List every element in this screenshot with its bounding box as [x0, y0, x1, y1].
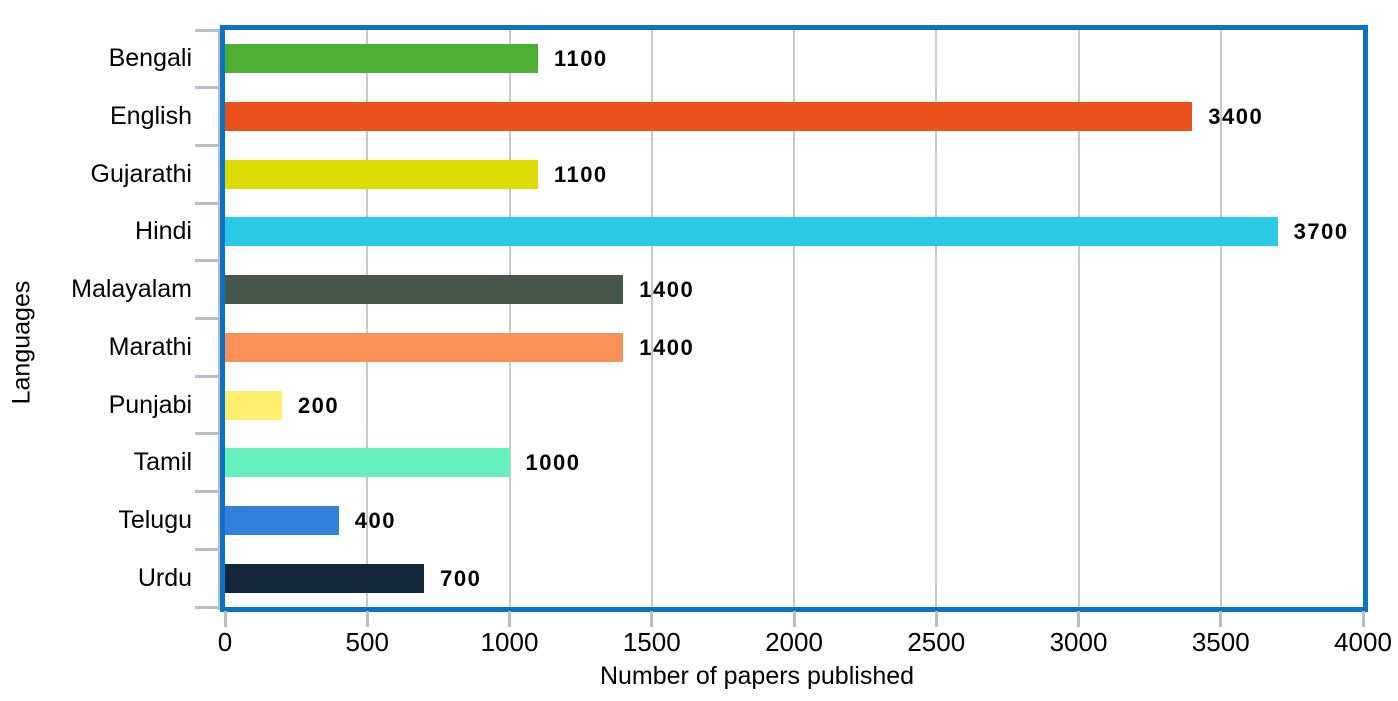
y-tick: [195, 374, 220, 378]
y-tick: [195, 86, 220, 90]
y-tick: [195, 432, 220, 436]
x-tick-3500: [1219, 611, 1223, 627]
x-axis-title: Number of papers published: [599, 662, 915, 690]
bar-punjabi: [225, 390, 282, 420]
gridline-2000: [793, 30, 795, 607]
gridline-3500: [1219, 30, 1222, 607]
gridline-3000: [1077, 30, 1080, 607]
bar-value-label-punjabi: 200: [297, 392, 340, 418]
x-tick-0: [223, 611, 227, 627]
gridline-500: [366, 30, 369, 607]
x-tick-label-2000: 2000: [765, 627, 823, 657]
x-tick-500: [365, 611, 369, 627]
x-tick-label-4000: 4000: [1334, 627, 1392, 657]
category-label-tamil: Tamil: [133, 448, 192, 477]
plot-area: 1100 3400 1100 3700 1400 1400 200 1000 400 700: [220, 25, 1368, 612]
bar-value-label-english: 3400: [1208, 104, 1264, 130]
x-tick-4000: [1361, 611, 1365, 627]
x-tick-label-0: 0: [217, 627, 233, 657]
y-tick: [195, 605, 220, 609]
x-tick-label-1000: 1000: [480, 627, 539, 657]
category-label-gujarathi: Gujarathi: [90, 159, 192, 188]
bar-urdu: [225, 563, 425, 593]
x-tick-label-3500: 3500: [1191, 627, 1250, 657]
x-tick-1500: [650, 611, 654, 627]
bar-value-label-telugu: 400: [354, 507, 397, 533]
bar-value-label-urdu: 700: [440, 565, 482, 591]
bar-value-label-hindi: 3700: [1293, 219, 1349, 245]
bar-tamil: [225, 448, 510, 478]
category-label-hindi: Hindi: [135, 217, 192, 246]
y-tick: [195, 28, 220, 32]
y-tick: [195, 201, 220, 205]
y-tick: [195, 317, 220, 320]
bar-value-label-tamil: 1000: [525, 450, 581, 476]
y-tick: [195, 259, 220, 263]
x-tick-label-2500: 2500: [907, 627, 966, 657]
bar-telugu: [225, 505, 339, 535]
category-label-punjabi: Punjabi: [108, 390, 192, 419]
y-tick: [195, 490, 220, 494]
category-label-marathi: Marathi: [108, 332, 192, 361]
x-tick-1000: [508, 611, 511, 627]
x-tick-2500: [934, 611, 938, 627]
bar-english: [225, 102, 1193, 132]
category-label-urdu: Urdu: [137, 563, 192, 592]
y-tick: [195, 547, 220, 551]
bar-marathi: [225, 332, 624, 362]
bar-bengali: [225, 44, 538, 74]
bar-hindi: [225, 217, 1278, 247]
gridline-1500: [650, 30, 653, 607]
bar-value-label-malayalam: 1400: [639, 277, 695, 303]
category-label-malayalam: Malayalam: [71, 275, 192, 304]
category-label-telugu: Telugu: [118, 505, 192, 534]
category-label-english: English: [110, 102, 192, 131]
x-tick-label-3000: 3000: [1049, 627, 1108, 657]
bar-gujarathi: [225, 159, 538, 189]
x-tick-3000: [1077, 611, 1080, 627]
bar-value-label-bengali: 1100: [553, 46, 608, 72]
bar-value-label-gujarathi: 1100: [553, 161, 608, 187]
gridline-1000: [508, 30, 511, 607]
gridline-2500: [935, 30, 938, 607]
x-tick-2000: [792, 611, 796, 627]
x-tick-label-1500: 1500: [622, 627, 681, 657]
bar-value-label-marathi: 1400: [639, 334, 695, 360]
y-tick: [195, 143, 220, 147]
category-label-bengali: Bengali: [108, 44, 192, 73]
x-tick-label-500: 500: [345, 627, 389, 657]
bar-malayalam: [225, 275, 624, 305]
